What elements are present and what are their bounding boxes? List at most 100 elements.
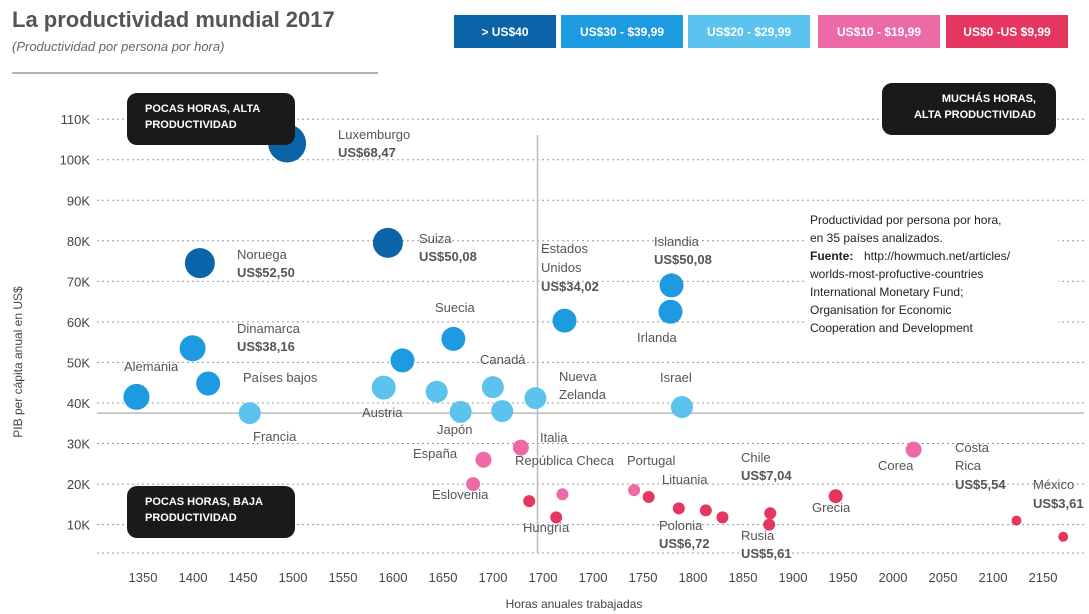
x-tick-label: 1700 <box>479 570 508 585</box>
point-name-label: Rica <box>955 458 982 473</box>
data-point <box>716 511 728 523</box>
point-name-label: Austria <box>362 405 403 420</box>
data-point <box>556 488 568 500</box>
y-tick-label: 70K <box>67 274 90 289</box>
point-value-label: US$52,50 <box>237 265 295 280</box>
point-value-label: US$5,54 <box>955 477 1006 492</box>
note-line-7: Cooperation and Development <box>810 321 973 335</box>
point-name-label: Países bajos <box>243 370 318 385</box>
point-name-label: Unidos <box>541 260 582 275</box>
point-name-label: Zelanda <box>559 387 607 402</box>
point-name-label: Luxemburgo <box>338 127 410 142</box>
note-line-5: International Monetary Fund; <box>810 285 963 299</box>
point-name-label: España <box>413 446 458 461</box>
data-point <box>475 452 491 468</box>
data-point <box>643 491 655 503</box>
note-line-3: http://howmuch.net/articles/ <box>864 249 1011 263</box>
note-line-6: Organisation for Economic <box>810 303 951 317</box>
legend-item: US$10 - $19,99 <box>818 15 940 48</box>
point-value-label: US$38,16 <box>237 339 295 354</box>
point-name-label: Italia <box>540 430 568 445</box>
data-point <box>426 381 448 403</box>
point-value-label: US$68,47 <box>338 145 396 160</box>
data-point <box>390 348 414 372</box>
data-point <box>1011 516 1021 526</box>
data-point <box>196 372 220 396</box>
legend: > US$40 US$30 - $39,99 US$20 - $29,99 US$10… <box>454 15 1068 48</box>
x-tick-label: 2000 <box>879 570 908 585</box>
data-point <box>553 309 577 333</box>
quadrant-badge-text: MUCHÁS HORAS, <box>942 92 1036 105</box>
x-tick-label: 1700 <box>579 570 608 585</box>
y-tick-label: 10K <box>67 518 90 533</box>
y-tick-label: 90K <box>67 193 90 208</box>
point-name-label: Nueva <box>559 369 597 384</box>
data-point <box>123 384 149 410</box>
point-value-label: US$50,08 <box>654 252 712 267</box>
data-point <box>373 228 403 258</box>
x-tick-label: 1750 <box>629 570 658 585</box>
note-line-4: worlds-most-profuctive-countries <box>809 267 983 281</box>
legend-item: US$0 -US $9,99 <box>946 15 1068 48</box>
data-point <box>764 507 776 519</box>
legend-label: US$30 - $39,99 <box>580 25 664 39</box>
point-value-label: US$7,04 <box>741 468 792 483</box>
x-tick-label: 1550 <box>329 570 358 585</box>
point-name-label: Corea <box>878 458 914 473</box>
data-point <box>660 273 684 297</box>
data-point <box>628 484 640 496</box>
point-name-label: Dinamarca <box>237 321 301 336</box>
note-source-label: Fuente: <box>810 249 853 263</box>
x-tick-label: 2050 <box>929 570 958 585</box>
point-name-label: Japón <box>437 422 472 437</box>
data-point <box>441 327 465 351</box>
x-tick-label: 1850 <box>729 570 758 585</box>
note-line-1: Productividad por persona por hora, <box>810 213 1001 227</box>
data-point <box>180 335 206 361</box>
data-point <box>523 495 535 507</box>
point-name-label: Alemania <box>124 359 179 374</box>
point-name-label: Eslovenia <box>432 487 489 502</box>
point-value-label: US$3,61 <box>1033 496 1084 511</box>
quadrant-badge-top-right: MUCHÁS HORAS, ALTA PRODUCTIVIDAD <box>882 83 1056 135</box>
point-name-label: Canadá <box>480 352 526 367</box>
y-tick-label: 20K <box>67 477 90 492</box>
point-value-label: US$50,08 <box>419 249 477 264</box>
point-name-label: República Checa <box>515 453 615 468</box>
chart-title: La productividad mundial 2017 <box>12 7 335 32</box>
x-tick-label: 1700 <box>529 570 558 585</box>
y-tick-label: 30K <box>67 437 90 452</box>
x-tick-label: 1800 <box>679 570 708 585</box>
quadrant-badge-bottom-left: POCAS HORAS, BAJA PRODUCTIVIDAD <box>127 486 295 538</box>
legend-label: US$20 - $29,99 <box>707 25 791 39</box>
point-name-label: Israel <box>660 370 692 385</box>
data-point <box>491 400 513 422</box>
data-point <box>482 376 504 398</box>
point-name-label: Noruega <box>237 247 288 262</box>
x-tick-label: 1350 <box>129 570 158 585</box>
quadrant-badge-text: POCAS HORAS, BAJA <box>145 496 263 508</box>
y-axis-label: PIB per cápita anual en US$ <box>11 286 25 438</box>
x-tick-label: 1950 <box>829 570 858 585</box>
x-tick-label: 2150 <box>1029 570 1058 585</box>
point-name-label: Hungría <box>523 520 570 535</box>
data-point <box>658 300 682 324</box>
point-name-label: Suiza <box>419 231 452 246</box>
point-value-label: US$6,72 <box>659 536 710 551</box>
y-axis-ticks: 10K 20K 30K 40K 50K 60K 70K 80K 90K 100K 110K <box>60 112 91 532</box>
legend-label: > US$40 <box>481 25 528 39</box>
data-point <box>671 396 693 418</box>
legend-item: US$20 - $29,99 <box>688 15 810 48</box>
y-tick-label: 60K <box>67 315 90 330</box>
point-name-label: Grecia <box>812 500 851 515</box>
y-tick-label: 110K <box>61 112 91 127</box>
source-note: Productividad por persona por hora, en 3… <box>804 207 1058 343</box>
data-point <box>906 442 922 458</box>
chart-subtitle: (Productividad por persona por hora) <box>12 39 224 54</box>
data-point <box>700 504 712 516</box>
quadrant-badge-top-left: POCAS HORAS, ALTA PRODUCTIVIDAD <box>127 93 295 145</box>
quadrant-badge-text: ALTA PRODUCTIVIDAD <box>914 109 1036 121</box>
point-name-label: Portugal <box>627 453 676 468</box>
point-name-label: Estados <box>541 241 588 256</box>
